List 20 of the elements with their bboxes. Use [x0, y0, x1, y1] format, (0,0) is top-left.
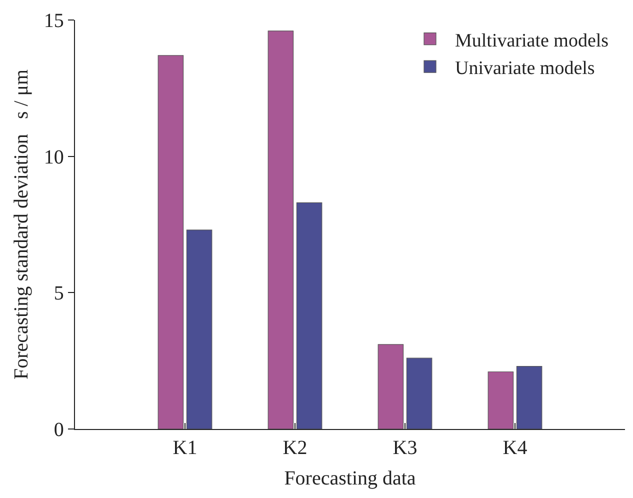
x-tick-label: K1	[172, 437, 198, 460]
bar	[268, 30, 294, 429]
y-axis-title: Forecasting standard deviation s / μm	[10, 69, 32, 380]
bar	[488, 371, 514, 429]
y-tick-label: 5	[54, 282, 64, 305]
y-tick-label: 10	[44, 146, 64, 168]
bar	[296, 202, 322, 429]
x-tick-label: K4	[502, 437, 528, 460]
y-tick-label: 15	[44, 10, 64, 32]
x-tick-label: K2	[282, 437, 308, 460]
bar	[516, 366, 542, 429]
y-tick-label: 0	[54, 419, 64, 441]
bar	[406, 358, 432, 429]
x-axis-title: Forecasting data	[284, 468, 416, 490]
legend-label: Multivariate models	[455, 30, 609, 52]
x-tick-label: K3	[392, 437, 418, 460]
bar	[378, 344, 404, 429]
bar	[186, 230, 212, 429]
legend-label: Univariate models	[455, 58, 595, 79]
bar	[158, 55, 184, 429]
